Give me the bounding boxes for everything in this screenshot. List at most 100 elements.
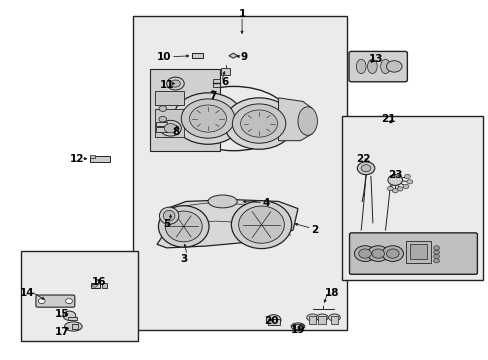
Ellipse shape — [316, 314, 327, 321]
Circle shape — [266, 315, 281, 325]
Ellipse shape — [207, 195, 237, 208]
Text: 3: 3 — [180, 253, 187, 264]
FancyBboxPatch shape — [36, 295, 75, 307]
Text: 20: 20 — [264, 316, 278, 326]
Circle shape — [65, 298, 72, 303]
FancyBboxPatch shape — [156, 127, 166, 132]
FancyBboxPatch shape — [156, 122, 166, 126]
FancyBboxPatch shape — [318, 316, 325, 324]
Circle shape — [391, 189, 397, 193]
Text: 10: 10 — [157, 52, 171, 62]
Circle shape — [404, 174, 409, 179]
Circle shape — [433, 254, 439, 258]
Ellipse shape — [297, 107, 317, 135]
Circle shape — [240, 110, 277, 137]
Text: 13: 13 — [368, 54, 382, 64]
Circle shape — [406, 180, 412, 184]
Text: 5: 5 — [163, 219, 170, 229]
Circle shape — [170, 80, 180, 87]
FancyBboxPatch shape — [349, 233, 476, 274]
Text: 6: 6 — [221, 77, 228, 87]
Text: 4: 4 — [262, 198, 269, 208]
Ellipse shape — [159, 207, 179, 224]
Ellipse shape — [231, 201, 291, 249]
FancyBboxPatch shape — [90, 155, 95, 158]
Ellipse shape — [238, 206, 284, 243]
FancyBboxPatch shape — [348, 51, 407, 82]
FancyBboxPatch shape — [149, 69, 220, 152]
Ellipse shape — [163, 210, 175, 221]
Polygon shape — [157, 200, 297, 248]
Circle shape — [224, 98, 293, 149]
Text: 1: 1 — [238, 9, 245, 19]
Ellipse shape — [290, 323, 304, 330]
Text: 9: 9 — [241, 52, 247, 62]
FancyBboxPatch shape — [68, 317, 77, 320]
FancyBboxPatch shape — [72, 324, 78, 329]
Ellipse shape — [64, 322, 82, 331]
Circle shape — [159, 116, 166, 122]
Text: 7: 7 — [209, 91, 216, 101]
Circle shape — [232, 104, 285, 143]
FancyBboxPatch shape — [90, 156, 110, 162]
Text: 11: 11 — [159, 80, 174, 90]
Ellipse shape — [380, 59, 389, 73]
Circle shape — [361, 165, 370, 172]
Circle shape — [159, 106, 166, 111]
Circle shape — [371, 249, 384, 258]
Text: 21: 21 — [380, 114, 394, 124]
Text: 12: 12 — [69, 154, 84, 163]
Text: 16: 16 — [91, 277, 106, 287]
FancyBboxPatch shape — [102, 283, 107, 288]
Circle shape — [181, 99, 234, 138]
Circle shape — [386, 61, 401, 72]
FancyBboxPatch shape — [308, 316, 316, 324]
Circle shape — [367, 246, 388, 261]
Circle shape — [189, 105, 226, 132]
FancyBboxPatch shape — [21, 251, 137, 341]
FancyBboxPatch shape — [91, 283, 100, 288]
Text: 15: 15 — [55, 309, 69, 319]
Text: 14: 14 — [20, 288, 34, 297]
FancyBboxPatch shape — [292, 324, 302, 329]
Circle shape — [164, 123, 177, 133]
FancyBboxPatch shape — [267, 319, 279, 325]
Circle shape — [160, 120, 181, 136]
FancyBboxPatch shape — [406, 242, 430, 263]
Circle shape — [433, 250, 439, 254]
Circle shape — [63, 311, 76, 320]
Circle shape — [386, 186, 392, 191]
Circle shape — [386, 249, 398, 258]
FancyBboxPatch shape — [409, 244, 427, 259]
Ellipse shape — [328, 314, 340, 321]
Text: 19: 19 — [290, 325, 305, 335]
Polygon shape — [278, 98, 312, 141]
FancyBboxPatch shape — [154, 91, 183, 105]
Text: 22: 22 — [356, 154, 370, 163]
Ellipse shape — [367, 59, 376, 73]
Ellipse shape — [356, 59, 366, 73]
Circle shape — [387, 175, 402, 185]
Text: 2: 2 — [311, 225, 318, 235]
Text: 8: 8 — [172, 127, 180, 137]
Polygon shape — [228, 53, 237, 58]
FancyBboxPatch shape — [213, 79, 220, 87]
Circle shape — [159, 127, 166, 133]
Text: 23: 23 — [387, 170, 402, 180]
Circle shape — [433, 246, 439, 250]
FancyBboxPatch shape — [192, 53, 203, 58]
Circle shape — [358, 249, 371, 258]
Ellipse shape — [158, 206, 208, 247]
Ellipse shape — [165, 211, 202, 242]
Circle shape — [92, 284, 97, 287]
Text: 17: 17 — [55, 327, 69, 337]
Circle shape — [433, 258, 439, 263]
FancyBboxPatch shape — [330, 316, 338, 324]
Text: 18: 18 — [324, 288, 339, 297]
FancyBboxPatch shape — [221, 68, 229, 75]
Circle shape — [381, 246, 403, 261]
Circle shape — [357, 162, 374, 175]
Circle shape — [396, 187, 402, 191]
FancyBboxPatch shape — [132, 16, 346, 330]
FancyBboxPatch shape — [154, 109, 183, 137]
